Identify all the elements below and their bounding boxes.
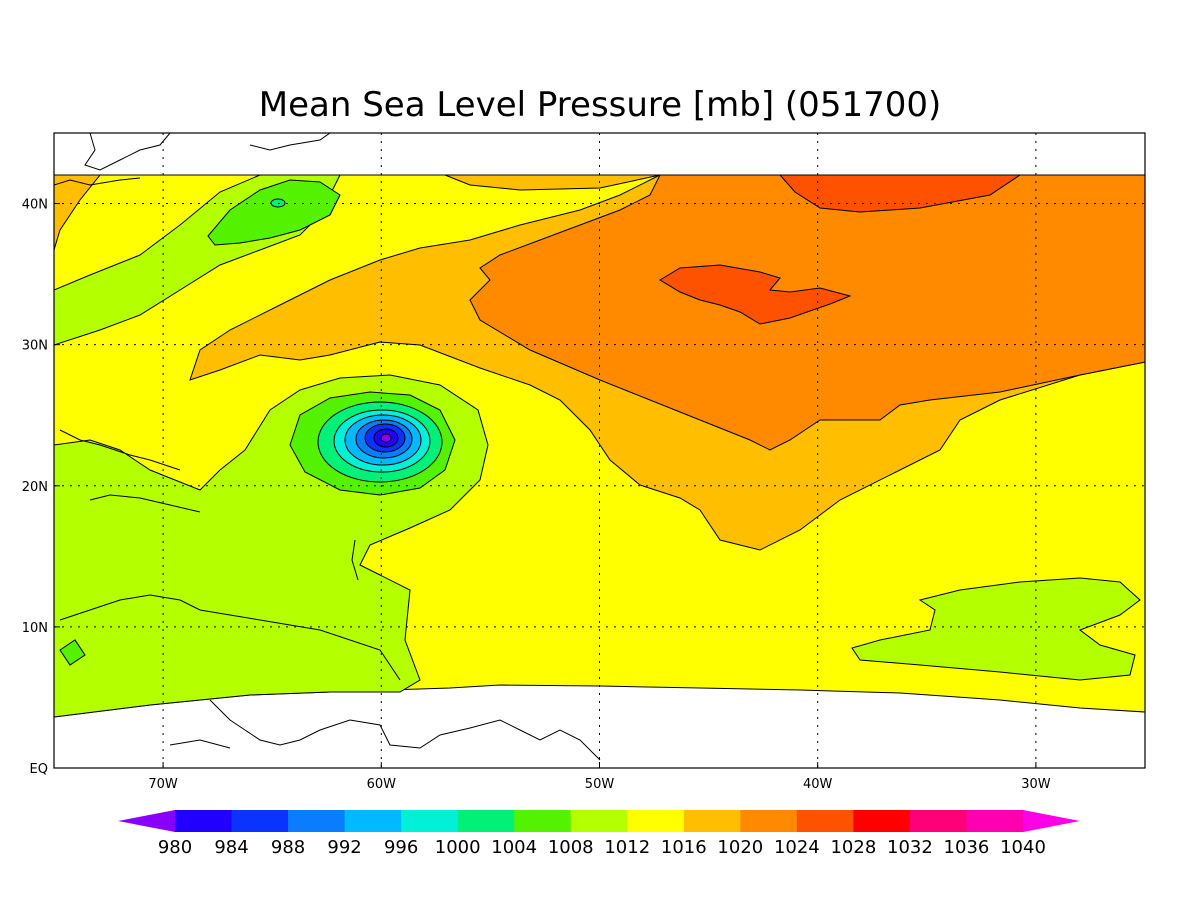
colorbar-level-label: 1036 — [944, 837, 990, 858]
x-tick-label: 50W — [585, 777, 615, 792]
colorbar-under-arrow — [118, 810, 175, 832]
x-tick-label: 40W — [803, 777, 833, 792]
isobar-band-1004 — [207, 179, 341, 246]
y-tick-label: 10N — [22, 621, 48, 636]
y-axis-ticks: EQ 10N 20N 30N 40N — [22, 198, 60, 777]
low-in-green — [270, 198, 286, 208]
y-tick-label: 30N — [22, 339, 48, 354]
colorbar-swatch — [966, 810, 1024, 832]
x-tick-label: 60W — [367, 777, 397, 792]
colorbar-level-label: 992 — [327, 837, 361, 858]
colorbar-level-label: 1032 — [887, 837, 933, 858]
colorbar-swatch — [627, 810, 685, 832]
colorbar-swatch — [401, 810, 459, 832]
isobar-band-1016 — [444, 174, 661, 191]
colorbar-over-arrow — [1023, 810, 1080, 832]
x-tick-label: 30W — [1021, 777, 1051, 792]
figure-title: Mean Sea Level Pressure [mb] (051700) — [259, 85, 942, 125]
isobar-band-1004 — [59, 639, 86, 666]
colorbar-level-label: 1008 — [548, 837, 594, 858]
colorbar-swatch — [570, 810, 628, 832]
colorbar-swatch — [853, 810, 911, 832]
colorbar-level-label: 1012 — [604, 837, 650, 858]
colorbar-level-label: 988 — [271, 837, 305, 858]
colorbar-swatch — [909, 810, 967, 832]
y-tick-label: EQ — [30, 762, 48, 777]
y-tick-label: 40N — [22, 198, 48, 213]
grid-lines — [54, 133, 1145, 768]
isobar-band-976 — [380, 433, 392, 443]
colorbar-swatch — [231, 810, 289, 832]
isobar-band-1008 — [851, 577, 1141, 681]
colorbar-swatch — [457, 810, 515, 832]
colorbar-level-label: 984 — [214, 837, 248, 858]
isobar-band-1024 — [778, 174, 1022, 213]
colorbar-level-label: 1040 — [1000, 837, 1046, 858]
colorbar-swatch — [344, 810, 402, 832]
colorbar-level-label: 1016 — [661, 837, 707, 858]
colorbar-swatch — [683, 810, 741, 832]
x-axis-ticks: 70W 60W 50W 40W 30W — [148, 762, 1051, 792]
coastlines — [54, 133, 601, 761]
isobar-band-1020 — [469, 174, 1145, 451]
x-tick-label: 70W — [148, 777, 178, 792]
colorbar-swatch — [740, 810, 798, 832]
colorbar-swatch — [796, 810, 854, 832]
colorbar-level-label: 1028 — [830, 837, 876, 858]
colorbar-level-label: 980 — [158, 837, 192, 858]
colorbar-level-label: 1004 — [491, 837, 537, 858]
y-tick-label: 20N — [22, 480, 48, 495]
isobar-band-1016 — [54, 174, 102, 251]
colorbar-level-label: 996 — [384, 837, 418, 858]
colorbar-level-label: 1020 — [717, 837, 763, 858]
colorbar-level-label: 1000 — [435, 837, 481, 858]
colorbar-swatch — [175, 810, 233, 832]
plot-area — [54, 133, 1145, 768]
isobar-band-1024 — [659, 264, 852, 325]
colorbar-swatch — [514, 810, 572, 832]
colorbar-swatch — [288, 810, 346, 832]
colorbar-level-label: 1024 — [774, 837, 820, 858]
colorbar: 980 984 988 992 996 1000 1004 1008 1012 1016 1020 1… — [118, 810, 1080, 858]
